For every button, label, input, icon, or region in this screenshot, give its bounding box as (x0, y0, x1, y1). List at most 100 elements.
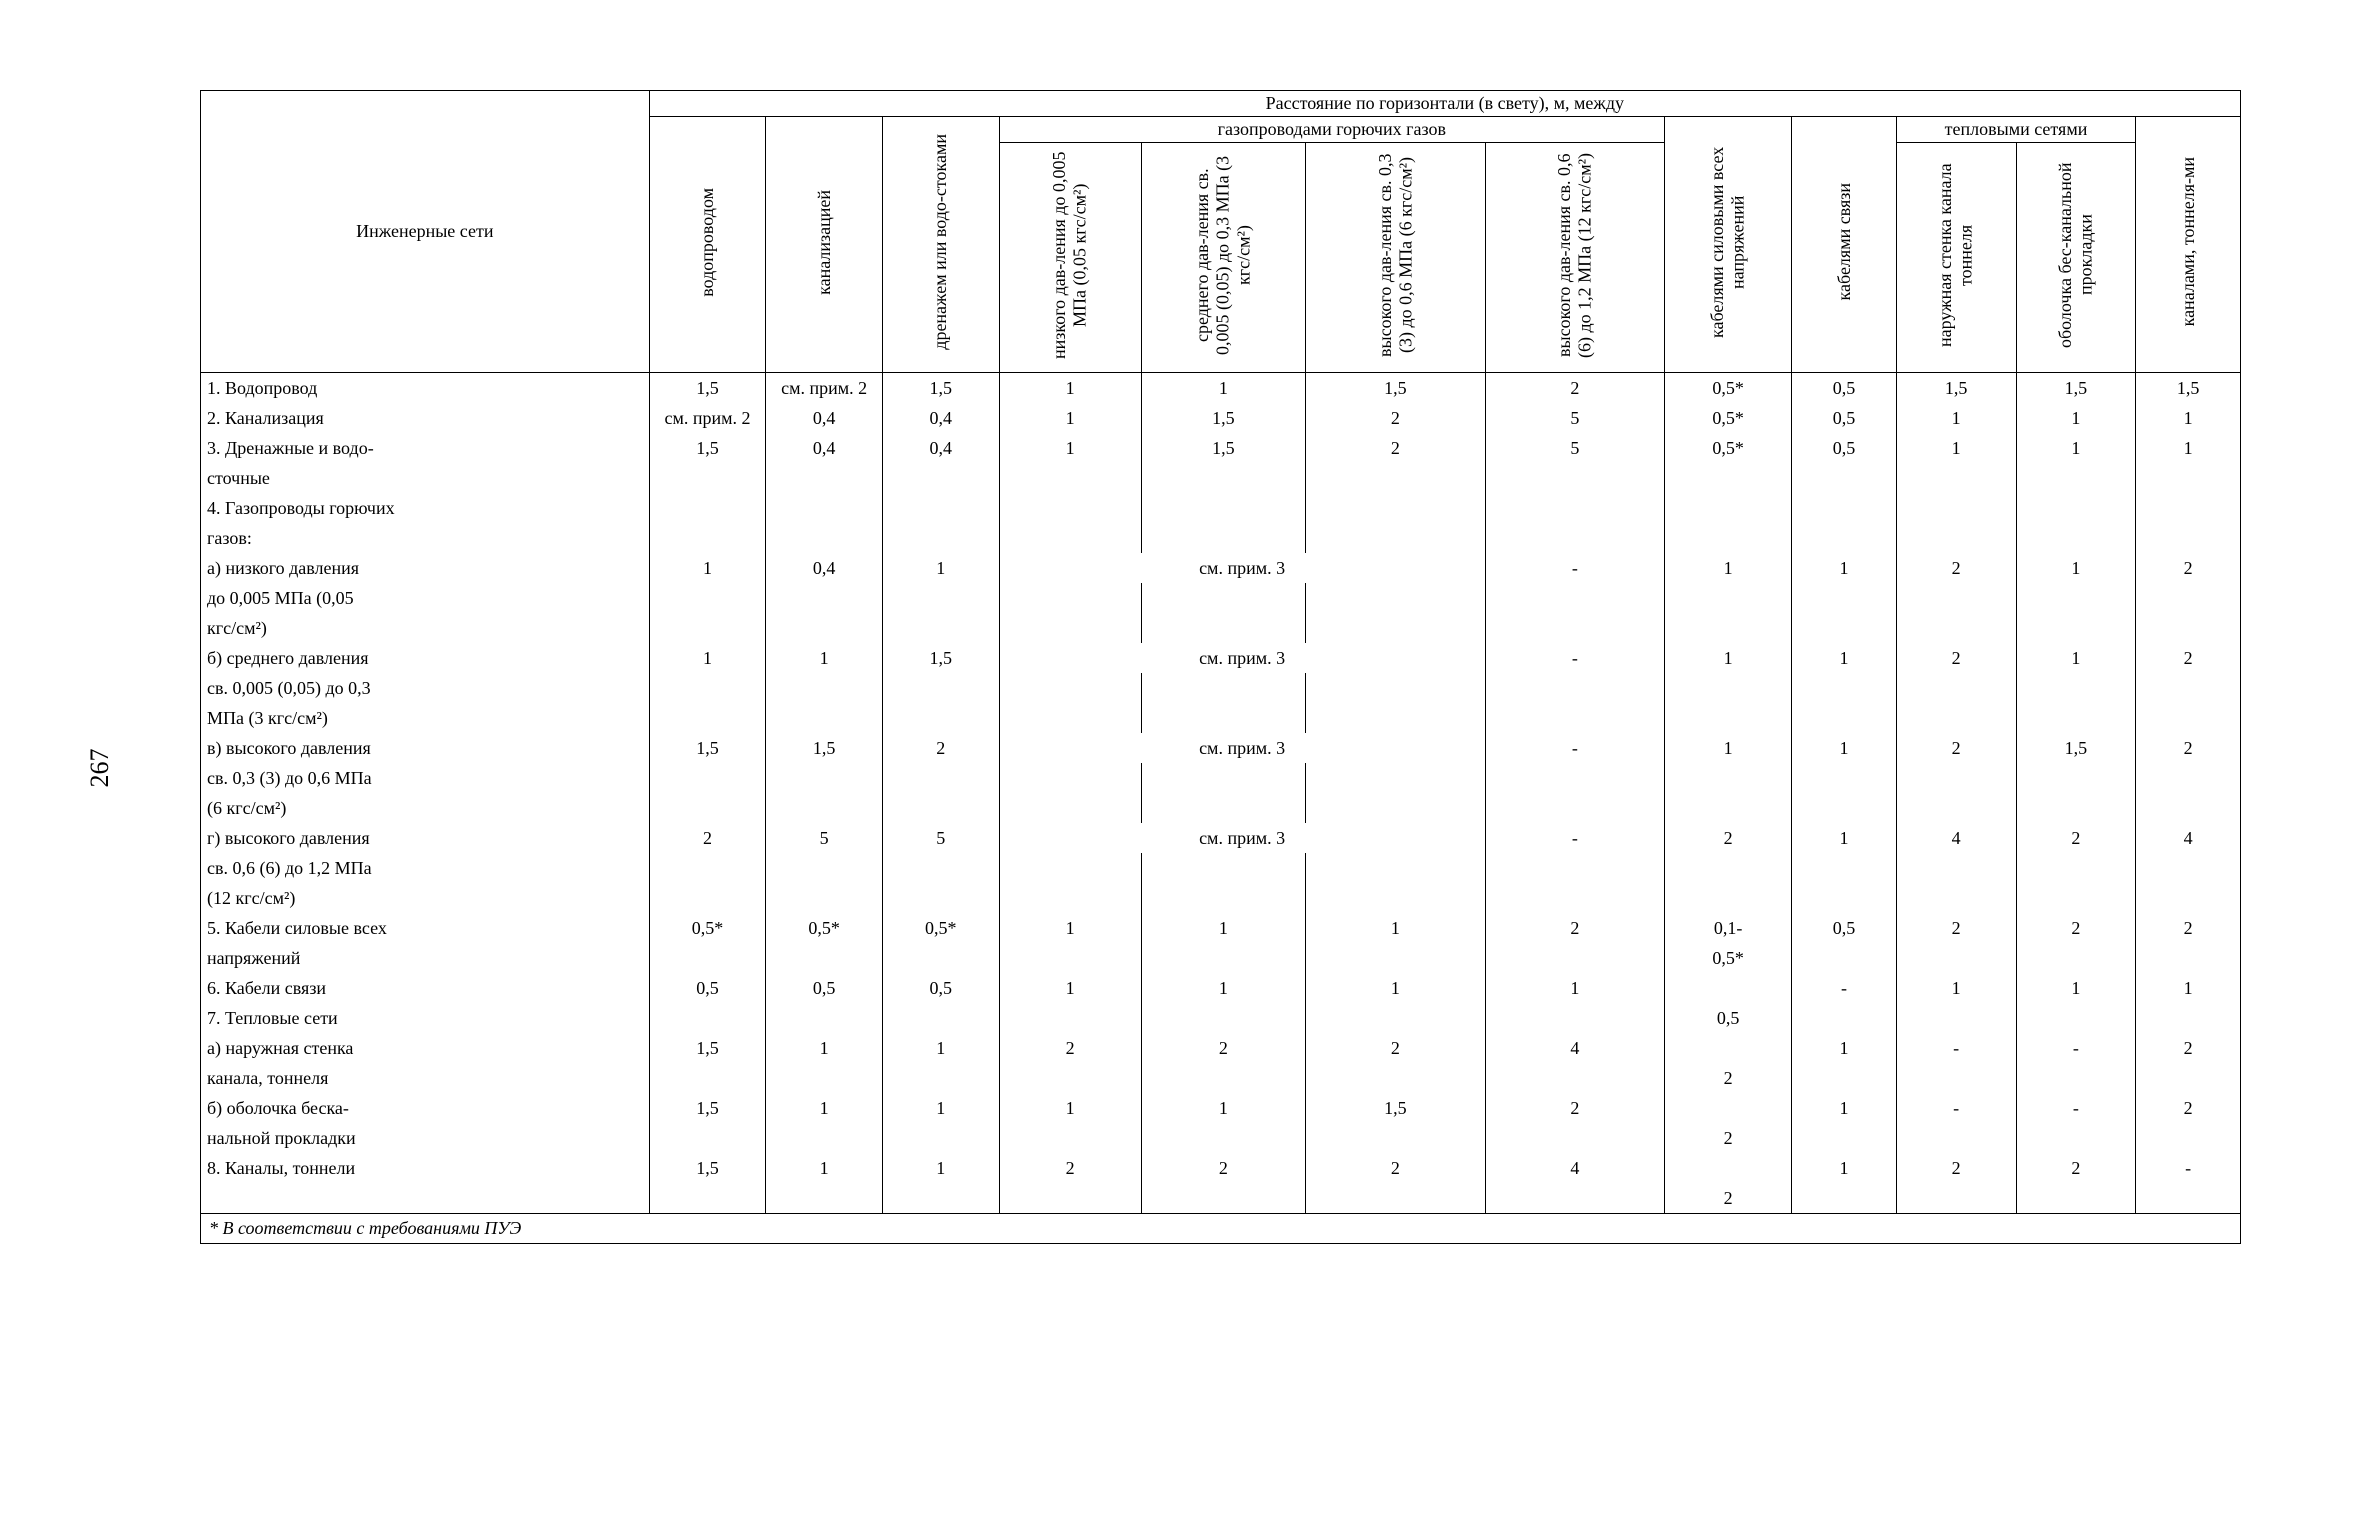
cell: 0,5 (1792, 403, 1897, 433)
cell: - (1485, 553, 1664, 583)
cell: 2 (1896, 913, 2016, 943)
cell (1665, 1093, 1792, 1123)
cell: 5 (1485, 403, 1664, 433)
cell (1306, 1123, 1485, 1153)
cell: 1,5 (882, 373, 999, 404)
cell (1141, 793, 1306, 823)
row-label (201, 1183, 650, 1214)
cell (1306, 763, 1485, 793)
cell: 1 (1896, 433, 2016, 463)
row-label: канала, тоннеля (201, 1063, 650, 1093)
table-row: 2. Канализациясм. прим. 20,40,411,5250,5… (201, 403, 2241, 433)
cell (882, 883, 999, 913)
col-header-c4: низкого дав-ления до 0,005 МПа (0,05 кгс… (999, 143, 1141, 373)
cell: 0,4 (766, 433, 883, 463)
cell (1141, 583, 1306, 613)
cell (1665, 793, 1792, 823)
cell (2016, 883, 2136, 913)
row-label: а) наружная стенка (201, 1033, 650, 1063)
cell: см. прим. 3 (999, 643, 1485, 673)
cell: 2 (2016, 913, 2136, 943)
cell (999, 1183, 1141, 1214)
cell (1792, 493, 1897, 523)
col-header-c2: канализацией (766, 117, 883, 373)
cell: см. прим. 2 (649, 403, 766, 433)
cell (1306, 943, 1485, 973)
cell (1141, 703, 1306, 733)
row-label: (12 кгс/см²) (201, 883, 650, 913)
cell: 1 (2136, 403, 2241, 433)
cell: - (2136, 1153, 2241, 1183)
cell (1141, 1123, 1306, 1153)
cell: 1,5 (649, 433, 766, 463)
cell: 0,5 (766, 973, 883, 1003)
cell (1792, 613, 1897, 643)
cell (1896, 793, 2016, 823)
cell: 1 (649, 553, 766, 583)
table-row: св. 0,3 (3) до 0,6 МПа (201, 763, 2241, 793)
cell (2136, 523, 2241, 553)
cell (766, 613, 883, 643)
cell (2016, 1123, 2136, 1153)
cell (1485, 793, 1664, 823)
cell (882, 1123, 999, 1153)
cell (2136, 1003, 2241, 1033)
row-label: 2. Канализация (201, 403, 650, 433)
table-row: 6. Кабели связи0,50,50,51111-111 (201, 973, 2241, 1003)
cell: 2 (1896, 643, 2016, 673)
cell (1306, 673, 1485, 703)
cell: - (2016, 1093, 2136, 1123)
cell (1485, 1123, 1664, 1153)
cell: 2 (1665, 1123, 1792, 1153)
cell (1485, 673, 1664, 703)
cell (1665, 763, 1792, 793)
cell (1896, 853, 2016, 883)
table-row: 3. Дренажные и водо-1,50,40,411,5250,5*0… (201, 433, 2241, 463)
cell (649, 1183, 766, 1214)
row-label: (6 кгс/см²) (201, 793, 650, 823)
cell (1306, 883, 1485, 913)
cell (1141, 943, 1306, 973)
row-label: кгс/см²) (201, 613, 650, 643)
cell (1896, 703, 2016, 733)
cell (1665, 853, 1792, 883)
row-label: сточные (201, 463, 650, 493)
cell: 1,5 (649, 1153, 766, 1183)
cell (1792, 1123, 1897, 1153)
cell: 0,4 (882, 433, 999, 463)
table-row: 1. Водопровод1,5см. прим. 21,5111,520,5*… (201, 373, 2241, 404)
cell (2016, 493, 2136, 523)
cell (1306, 853, 1485, 883)
row-label: 3. Дренажные и водо- (201, 433, 650, 463)
cell: 2 (1896, 733, 2016, 763)
cell (1485, 523, 1664, 553)
cell (649, 613, 766, 643)
cell (882, 463, 999, 493)
cell: 1 (1792, 643, 1897, 673)
col-header-c10: наружная стенка канала тоннеля (1896, 143, 2016, 373)
cell: 2 (1665, 1063, 1792, 1093)
row-label: б) оболочка беска- (201, 1093, 650, 1123)
cell (1665, 523, 1792, 553)
table-row: нальной прокладки2 (201, 1123, 2241, 1153)
page: 267 Инженерные сети Расстояние по горизо… (0, 0, 2361, 1535)
cell (2016, 853, 2136, 883)
cell (2136, 703, 2241, 733)
cell: 2 (2016, 823, 2136, 853)
cell: 1 (1485, 973, 1664, 1003)
table-row: до 0,005 МПа (0,05 (201, 583, 2241, 613)
cell (766, 463, 883, 493)
cell: 1 (2016, 643, 2136, 673)
cell (1485, 853, 1664, 883)
cell (2016, 1183, 2136, 1214)
cell (1485, 883, 1664, 913)
cell: 5 (766, 823, 883, 853)
cell: 1,5 (2016, 733, 2136, 763)
cell: - (1896, 1033, 2016, 1063)
cell: 1 (999, 373, 1141, 404)
cell (2016, 703, 2136, 733)
cell (1896, 583, 2016, 613)
cell (1306, 1063, 1485, 1093)
cell (1896, 883, 2016, 913)
cell (1665, 613, 1792, 643)
